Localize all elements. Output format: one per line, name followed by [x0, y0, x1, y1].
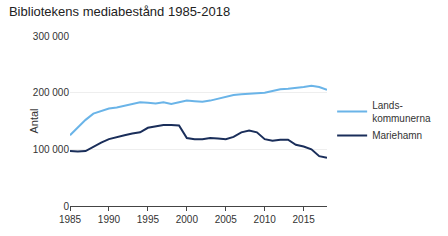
- svg-text:100 000: 100 000: [33, 144, 70, 155]
- svg-text:2000: 2000: [176, 214, 199, 225]
- svg-text:Bibliotekens mediabestånd 1985: Bibliotekens mediabestånd 1985-2018: [9, 4, 230, 19]
- svg-text:300 000: 300 000: [33, 31, 70, 42]
- svg-text:1990: 1990: [98, 214, 121, 225]
- svg-text:Lands-kommunerna: Lands-kommunerna: [372, 100, 431, 124]
- svg-text:2010: 2010: [254, 214, 277, 225]
- svg-text:2005: 2005: [215, 214, 238, 225]
- svg-text:1985: 1985: [59, 214, 82, 225]
- svg-text:Mariehamn: Mariehamn: [372, 130, 422, 141]
- svg-text:200 000: 200 000: [33, 87, 70, 98]
- svg-text:2015: 2015: [293, 214, 316, 225]
- svg-text:Antal: Antal: [28, 108, 40, 133]
- svg-text:1995: 1995: [137, 214, 160, 225]
- svg-text:0: 0: [63, 201, 69, 212]
